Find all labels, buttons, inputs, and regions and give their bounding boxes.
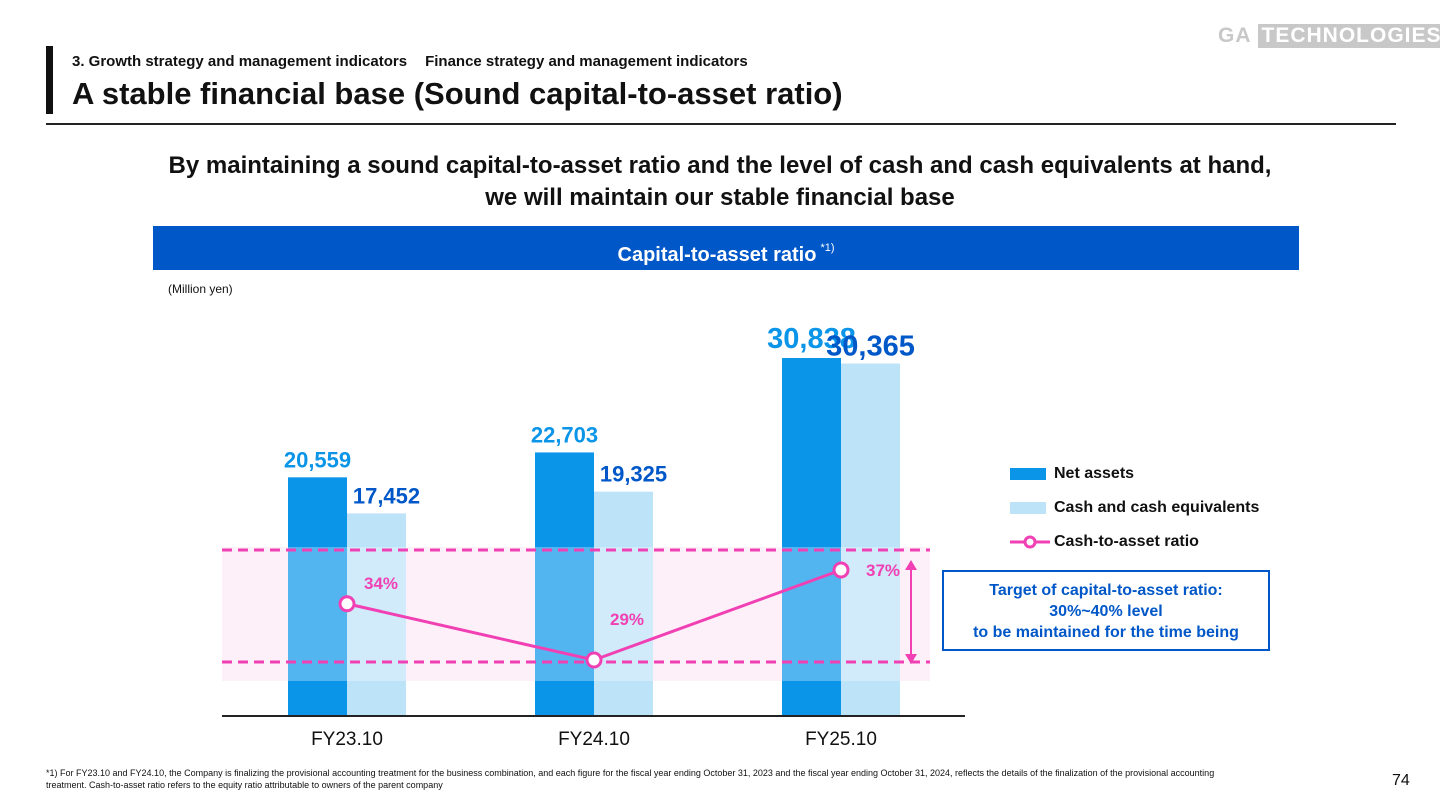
data-label: 30,365 (826, 330, 915, 362)
legend-swatch (1010, 502, 1046, 514)
bar-cash-FY25.10 (841, 363, 900, 716)
subtitle-line-2: we will maintain our stable financial ba… (485, 184, 955, 211)
arrow-head-up (905, 560, 917, 570)
target-line-3: to be maintained for the time being (973, 624, 1239, 641)
target-box: Target of capital-to-asset ratio: 30%~40%… (942, 570, 1270, 651)
footnote: *1) For FY23.10 and FY24.10, the Company… (46, 767, 1366, 791)
banner-footnote-ref: *1) (820, 242, 835, 254)
title-divider (46, 123, 1396, 125)
legend-line-marker (1010, 535, 1050, 549)
target-line-1: Target of capital-to-asset ratio: (989, 582, 1223, 599)
arrow-head-down (905, 654, 917, 664)
bar-net-assets-FY25.10 (782, 358, 841, 716)
data-label: 30,838 (767, 323, 856, 355)
ratio-label: 29% (610, 610, 644, 629)
ratio-point-FY23.10 (338, 595, 356, 613)
company-logo: GA TECHNOLOGIES (1218, 24, 1440, 48)
legend-label: Cash-to-asset ratio (1054, 533, 1199, 550)
legend: Net assets Cash and cash equivalents Cas… (1010, 457, 1259, 559)
target-line-2: 30%~40% level (1049, 603, 1163, 620)
chart-banner: Capital-to-asset ratio *1) (153, 226, 1299, 270)
page-title: A stable financial base (Sound capital-t… (72, 76, 843, 111)
subtitle-line-1: By maintaining a sound capital-to-asset … (168, 152, 1272, 179)
target-band-overlay (222, 547, 930, 681)
ratio-point-FY24.10 (585, 651, 603, 669)
legend-label: Cash and cash equivalents (1054, 499, 1260, 516)
banner-title: Capital-to-asset ratio (617, 244, 817, 266)
x-tick-label: FY24.10 (558, 729, 630, 750)
ratio-point-FY25.10 (832, 561, 850, 579)
x-tick-label: FY23.10 (311, 729, 383, 750)
legend-item-ratio: Cash-to-asset ratio (1010, 525, 1259, 559)
ratio-label: 34% (364, 574, 398, 593)
ratio-label: 37% (866, 561, 900, 580)
bar-cash-FY24.10 (594, 491, 653, 716)
x-tick-label: FY25.10 (805, 729, 877, 750)
unit-label: (Million yen) (168, 282, 233, 296)
footnote-line-2: treatment. Cash-to-asset ratio refers to… (46, 780, 443, 790)
breadcrumb-section: 3. Growth strategy and management indica… (72, 53, 408, 70)
bar-net-assets-FY23.10 (288, 477, 347, 716)
data-label: 22,703 (531, 422, 598, 447)
title-accent-bar (46, 46, 53, 114)
legend-swatch (1010, 468, 1046, 480)
subtitle: By maintaining a sound capital-to-asset … (0, 150, 1440, 214)
data-label: 19,325 (600, 462, 667, 487)
page-number: 74 (1392, 772, 1410, 789)
breadcrumb-subsection: Finance strategy and management indicato… (425, 53, 748, 70)
data-label: 17,452 (353, 483, 420, 508)
legend-item-net-assets: Net assets (1010, 457, 1259, 491)
data-label: 20,559 (284, 447, 351, 472)
footnote-line-1: *1) For FY23.10 and FY24.10, the Company… (46, 768, 1215, 778)
legend-item-cash: Cash and cash equivalents (1010, 491, 1259, 525)
breadcrumb: 3. Growth strategy and management indica… (72, 53, 766, 70)
legend-label: Net assets (1054, 465, 1135, 482)
bar-net-assets-FY24.10 (535, 452, 594, 716)
